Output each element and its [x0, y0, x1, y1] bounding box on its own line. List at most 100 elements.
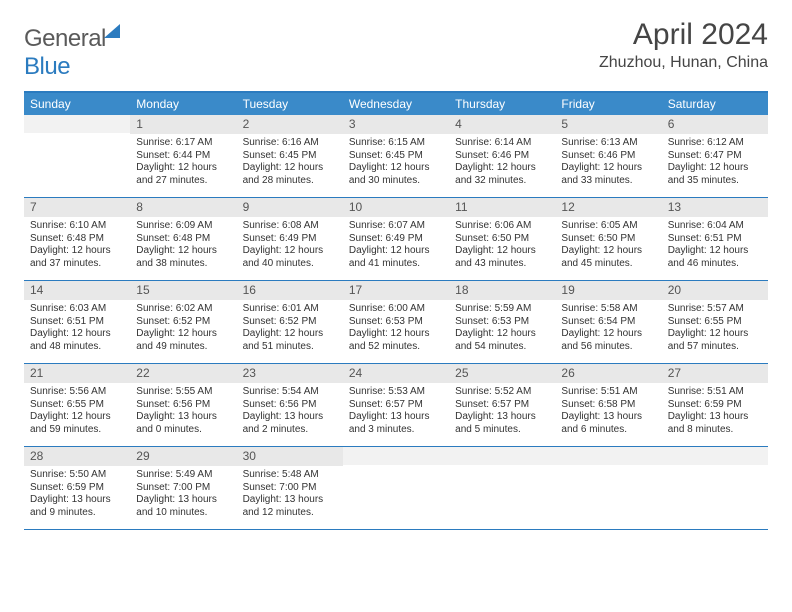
- sunset-line: Sunset: 6:59 PM: [30, 482, 124, 495]
- sunrise-line: Sunrise: 6:02 AM: [136, 303, 230, 316]
- sunrise-line: Sunrise: 6:05 AM: [561, 220, 655, 233]
- sunset-line: Sunset: 7:00 PM: [136, 482, 230, 495]
- day-number: [662, 447, 768, 465]
- sunrise-line: Sunrise: 5:55 AM: [136, 386, 230, 399]
- day-number: [343, 447, 449, 465]
- day-number: 9: [237, 198, 343, 217]
- sunrise-line: Sunrise: 6:16 AM: [243, 137, 337, 150]
- sunset-line: Sunset: 6:53 PM: [349, 316, 443, 329]
- sunrise-line: Sunrise: 6:01 AM: [243, 303, 337, 316]
- day-number: 30: [237, 447, 343, 466]
- sunrise-line: Sunrise: 6:10 AM: [30, 220, 124, 233]
- day-number: 8: [130, 198, 236, 217]
- day-body: Sunrise: 6:15 AMSunset: 6:45 PMDaylight:…: [343, 134, 449, 191]
- day-body: Sunrise: 5:52 AMSunset: 6:57 PMDaylight:…: [449, 383, 555, 440]
- page-subtitle: Zhuzhou, Hunan, China: [599, 54, 768, 72]
- day-body: Sunrise: 5:55 AMSunset: 6:56 PMDaylight:…: [130, 383, 236, 440]
- day-body: Sunrise: 5:48 AMSunset: 7:00 PMDaylight:…: [237, 466, 343, 523]
- day-cell: [343, 447, 449, 529]
- daylight-line: Daylight: 12 hours and 51 minutes.: [243, 328, 337, 353]
- day-cell: 11Sunrise: 6:06 AMSunset: 6:50 PMDayligh…: [449, 198, 555, 280]
- sunrise-line: Sunrise: 6:12 AM: [668, 137, 762, 150]
- day-body: Sunrise: 5:56 AMSunset: 6:55 PMDaylight:…: [24, 383, 130, 440]
- day-body: Sunrise: 6:01 AMSunset: 6:52 PMDaylight:…: [237, 300, 343, 357]
- page-title: April 2024: [599, 18, 768, 52]
- sunset-line: Sunset: 6:59 PM: [668, 399, 762, 412]
- day-number: 3: [343, 115, 449, 134]
- daylight-line: Daylight: 12 hours and 52 minutes.: [349, 328, 443, 353]
- day-number: [555, 447, 661, 465]
- daylight-line: Daylight: 12 hours and 48 minutes.: [30, 328, 124, 353]
- sunrise-line: Sunrise: 5:48 AM: [243, 469, 337, 482]
- day-cell: 24Sunrise: 5:53 AMSunset: 6:57 PMDayligh…: [343, 364, 449, 446]
- day-number: 27: [662, 364, 768, 383]
- daylight-line: Daylight: 13 hours and 6 minutes.: [561, 411, 655, 436]
- day-body: Sunrise: 6:12 AMSunset: 6:47 PMDaylight:…: [662, 134, 768, 191]
- day-number: 4: [449, 115, 555, 134]
- day-cell: 23Sunrise: 5:54 AMSunset: 6:56 PMDayligh…: [237, 364, 343, 446]
- day-number: [24, 115, 130, 133]
- day-number: 11: [449, 198, 555, 217]
- day-number: 23: [237, 364, 343, 383]
- day-body: Sunrise: 5:57 AMSunset: 6:55 PMDaylight:…: [662, 300, 768, 357]
- sunrise-line: Sunrise: 6:15 AM: [349, 137, 443, 150]
- logo-triangle-icon: [104, 24, 120, 38]
- logo: General Blue: [24, 18, 120, 81]
- day-number: 10: [343, 198, 449, 217]
- sunrise-line: Sunrise: 5:53 AM: [349, 386, 443, 399]
- daylight-line: Daylight: 12 hours and 45 minutes.: [561, 245, 655, 270]
- day-body: Sunrise: 6:03 AMSunset: 6:51 PMDaylight:…: [24, 300, 130, 357]
- day-number: 28: [24, 447, 130, 466]
- day-cell: 4Sunrise: 6:14 AMSunset: 6:46 PMDaylight…: [449, 115, 555, 197]
- sunrise-line: Sunrise: 5:52 AM: [455, 386, 549, 399]
- sunrise-line: Sunrise: 6:09 AM: [136, 220, 230, 233]
- day-body: Sunrise: 5:49 AMSunset: 7:00 PMDaylight:…: [130, 466, 236, 523]
- day-cell: 1Sunrise: 6:17 AMSunset: 6:44 PMDaylight…: [130, 115, 236, 197]
- day-body: Sunrise: 5:51 AMSunset: 6:58 PMDaylight:…: [555, 383, 661, 440]
- weekday-label: Saturday: [662, 93, 768, 115]
- day-body: Sunrise: 5:50 AMSunset: 6:59 PMDaylight:…: [24, 466, 130, 523]
- sunrise-line: Sunrise: 5:57 AM: [668, 303, 762, 316]
- daylight-line: Daylight: 12 hours and 41 minutes.: [349, 245, 443, 270]
- sunrise-line: Sunrise: 6:13 AM: [561, 137, 655, 150]
- daylight-line: Daylight: 12 hours and 28 minutes.: [243, 162, 337, 187]
- sunset-line: Sunset: 6:49 PM: [349, 233, 443, 246]
- sunrise-line: Sunrise: 5:50 AM: [30, 469, 124, 482]
- daylight-line: Daylight: 13 hours and 8 minutes.: [668, 411, 762, 436]
- sunrise-line: Sunrise: 6:06 AM: [455, 220, 549, 233]
- day-number: 2: [237, 115, 343, 134]
- week-row: 28Sunrise: 5:50 AMSunset: 6:59 PMDayligh…: [24, 447, 768, 530]
- sunrise-line: Sunrise: 6:07 AM: [349, 220, 443, 233]
- daylight-line: Daylight: 12 hours and 38 minutes.: [136, 245, 230, 270]
- header: General Blue April 2024 Zhuzhou, Hunan, …: [24, 18, 768, 81]
- day-body: Sunrise: 6:10 AMSunset: 6:48 PMDaylight:…: [24, 217, 130, 274]
- sunrise-line: Sunrise: 5:58 AM: [561, 303, 655, 316]
- day-body: Sunrise: 6:09 AMSunset: 6:48 PMDaylight:…: [130, 217, 236, 274]
- daylight-line: Daylight: 12 hours and 54 minutes.: [455, 328, 549, 353]
- daylight-line: Daylight: 13 hours and 5 minutes.: [455, 411, 549, 436]
- daylight-line: Daylight: 12 hours and 43 minutes.: [455, 245, 549, 270]
- sunset-line: Sunset: 6:48 PM: [136, 233, 230, 246]
- day-body: Sunrise: 6:07 AMSunset: 6:49 PMDaylight:…: [343, 217, 449, 274]
- day-body: Sunrise: 6:06 AMSunset: 6:50 PMDaylight:…: [449, 217, 555, 274]
- day-body: Sunrise: 6:08 AMSunset: 6:49 PMDaylight:…: [237, 217, 343, 274]
- sunset-line: Sunset: 6:47 PM: [668, 150, 762, 163]
- sunset-line: Sunset: 6:57 PM: [455, 399, 549, 412]
- daylight-line: Daylight: 12 hours and 49 minutes.: [136, 328, 230, 353]
- day-cell: 5Sunrise: 6:13 AMSunset: 6:46 PMDaylight…: [555, 115, 661, 197]
- weekday-header: Sunday Monday Tuesday Wednesday Thursday…: [24, 93, 768, 115]
- day-body: Sunrise: 6:02 AMSunset: 6:52 PMDaylight:…: [130, 300, 236, 357]
- day-number: 20: [662, 281, 768, 300]
- sunset-line: Sunset: 6:49 PM: [243, 233, 337, 246]
- day-cell: 8Sunrise: 6:09 AMSunset: 6:48 PMDaylight…: [130, 198, 236, 280]
- weekday-label: Wednesday: [343, 93, 449, 115]
- sunset-line: Sunset: 6:46 PM: [561, 150, 655, 163]
- day-cell: 14Sunrise: 6:03 AMSunset: 6:51 PMDayligh…: [24, 281, 130, 363]
- sunrise-line: Sunrise: 6:03 AM: [30, 303, 124, 316]
- sunset-line: Sunset: 6:56 PM: [136, 399, 230, 412]
- sunrise-line: Sunrise: 5:54 AM: [243, 386, 337, 399]
- day-body: Sunrise: 6:00 AMSunset: 6:53 PMDaylight:…: [343, 300, 449, 357]
- day-body: Sunrise: 5:58 AMSunset: 6:54 PMDaylight:…: [555, 300, 661, 357]
- day-body: Sunrise: 6:05 AMSunset: 6:50 PMDaylight:…: [555, 217, 661, 274]
- day-number: 21: [24, 364, 130, 383]
